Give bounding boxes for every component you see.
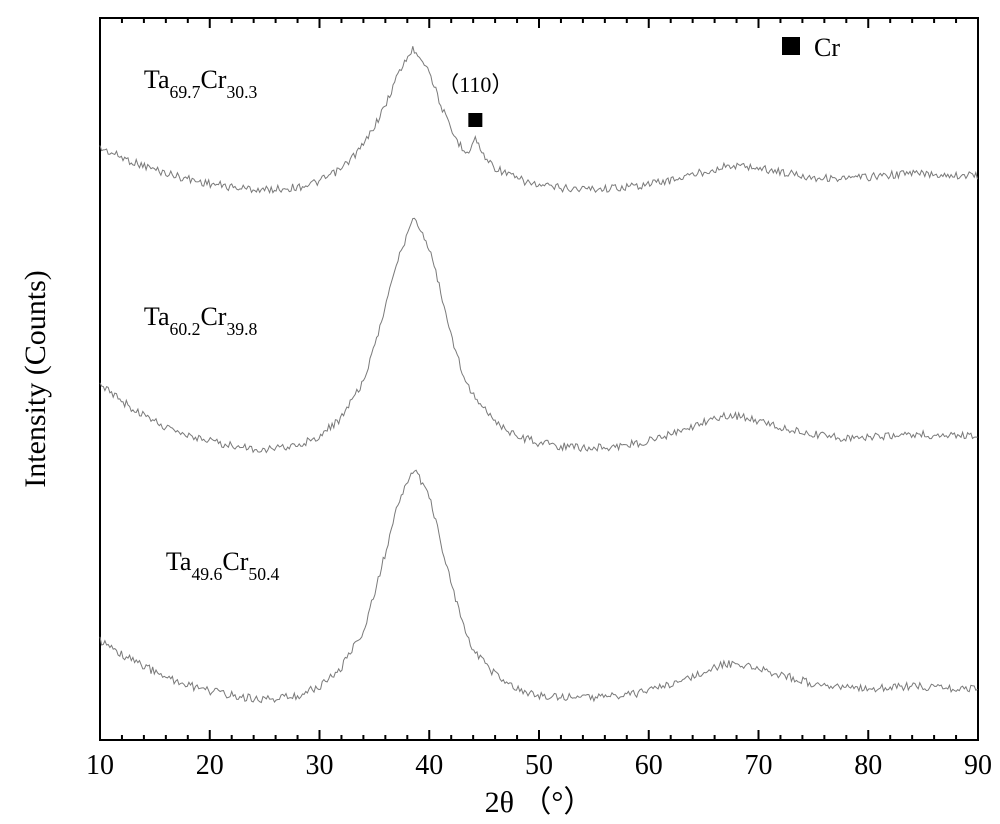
svg-text:Cr: Cr bbox=[814, 33, 840, 62]
plot-svg: 10 20 30 40 50 60 70 80 90 2θ （°） Intensity (Count… bbox=[0, 0, 1000, 824]
svg-text:Ta60.2Cr39.8: Ta60.2Cr39.8 bbox=[144, 302, 258, 339]
svg-text:Ta69.7Cr30.3: Ta69.7Cr30.3 bbox=[144, 65, 258, 102]
svg-text:90: 90 bbox=[964, 750, 992, 781]
svg-text:60: 60 bbox=[635, 750, 663, 781]
svg-text:10: 10 bbox=[86, 750, 114, 781]
svg-text:50: 50 bbox=[525, 750, 553, 781]
svg-text:30: 30 bbox=[306, 750, 334, 781]
svg-text:Ta49.6Cr50.4: Ta49.6Cr50.4 bbox=[166, 547, 280, 584]
svg-text:Intensity (Counts): Intensity (Counts) bbox=[19, 270, 52, 488]
xrd-figure: 10 20 30 40 50 60 70 80 90 2θ （°） Intensity (Count… bbox=[0, 0, 1000, 824]
svg-text:2θ （°）: 2θ （°） bbox=[485, 786, 594, 819]
svg-text:40: 40 bbox=[415, 750, 443, 781]
svg-text:80: 80 bbox=[854, 750, 882, 781]
svg-text:20: 20 bbox=[196, 750, 224, 781]
svg-text:（110）: （110） bbox=[437, 72, 513, 97]
svg-text:70: 70 bbox=[745, 750, 773, 781]
